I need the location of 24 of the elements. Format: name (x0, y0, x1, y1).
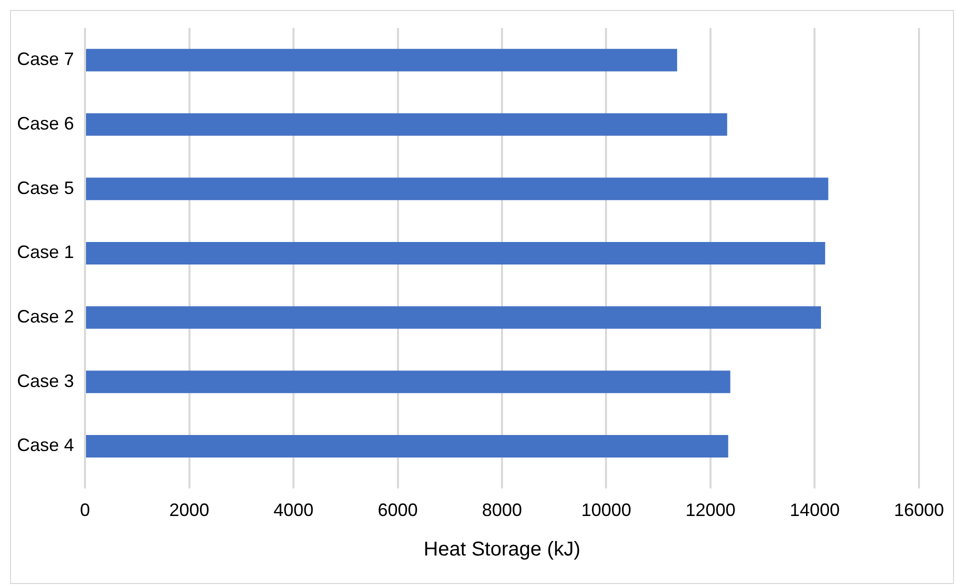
x-tick-label: 6000 (378, 500, 418, 520)
x-tick-label: 14000 (790, 500, 840, 520)
y-tick-label: Case 7 (16, 49, 74, 70)
x-axis-title: Heat Storage (kJ) (424, 538, 580, 561)
x-tick-label: 12000 (685, 500, 736, 520)
bar (86, 113, 728, 136)
x-tick-label: 8000 (482, 500, 522, 520)
y-tick-label: Case 6 (16, 113, 74, 134)
y-tick-label: Case 2 (16, 306, 74, 327)
y-tick-label: Case 5 (16, 178, 74, 198)
bar (86, 178, 828, 200)
x-tick-label: 0 (80, 500, 90, 520)
y-tick-label: Case 3 (16, 370, 74, 391)
x-tick-label: 10000 (581, 500, 632, 520)
y-tick-label: Case 1 (16, 242, 74, 262)
x-tick-label: 4000 (273, 500, 314, 520)
bar (86, 434, 728, 458)
bar (86, 370, 730, 394)
x-tick-label: 2000 (169, 500, 210, 520)
x-tick-label: 16000 (894, 500, 944, 520)
bar (86, 48, 678, 72)
bar (86, 242, 826, 264)
y-tick-label: Case 4 (16, 435, 74, 456)
bar (86, 306, 821, 329)
